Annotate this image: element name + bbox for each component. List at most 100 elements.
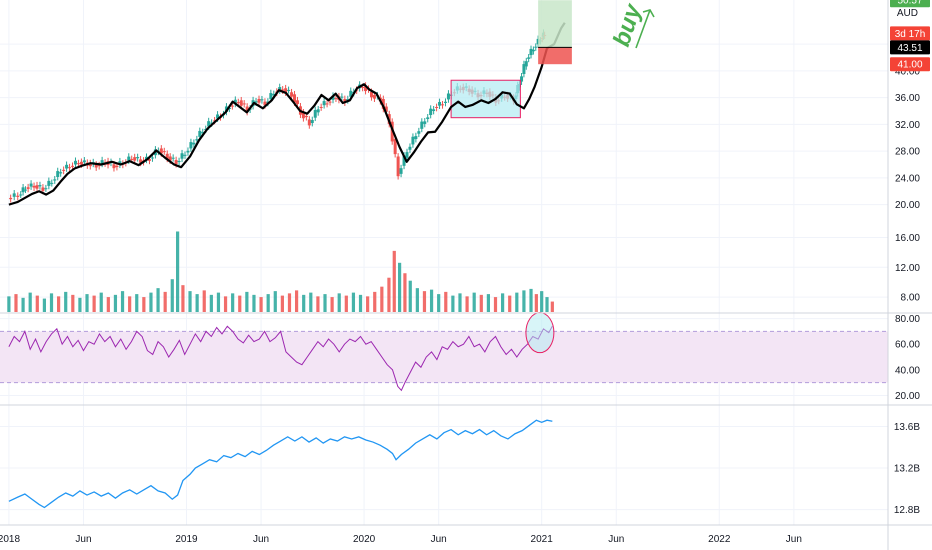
volume-bar[interactable] <box>287 293 292 312</box>
candle-body[interactable] <box>186 150 190 153</box>
volume-bar[interactable] <box>57 296 61 312</box>
rsi-pane[interactable] <box>0 312 888 392</box>
consolidation-box[interactable] <box>450 79 521 119</box>
candle-body[interactable] <box>100 160 104 164</box>
candle-body[interactable] <box>26 187 30 189</box>
volume-bar[interactable] <box>387 277 391 312</box>
candle-body[interactable] <box>429 108 433 116</box>
candle-body[interactable] <box>189 142 193 149</box>
volume-bar[interactable] <box>42 298 46 312</box>
candle-body[interactable] <box>147 159 151 161</box>
volume-bar[interactable] <box>142 297 146 312</box>
candle-body[interactable] <box>438 101 442 106</box>
candle-body[interactable] <box>520 76 524 82</box>
moving-average-line[interactable] <box>8 22 566 206</box>
candle-body[interactable] <box>21 187 25 193</box>
volume-bar[interactable] <box>120 291 125 312</box>
volume-bar[interactable] <box>486 294 490 312</box>
candle-body[interactable] <box>16 195 20 197</box>
candle-body[interactable] <box>522 64 526 75</box>
volume-bar[interactable] <box>176 231 180 312</box>
candle-body[interactable] <box>97 165 101 167</box>
volume-bar[interactable] <box>35 295 39 312</box>
volume-bar[interactable] <box>337 293 341 312</box>
volume-bar[interactable] <box>422 291 427 312</box>
volume-bar[interactable] <box>238 295 242 312</box>
volume-bar[interactable] <box>128 296 132 312</box>
volume-bar[interactable] <box>78 297 82 312</box>
candle-body[interactable] <box>372 94 376 99</box>
volume-bar[interactable] <box>223 296 228 312</box>
candle-body[interactable] <box>381 98 385 109</box>
candle-body[interactable] <box>269 93 273 100</box>
candle-body[interactable] <box>260 99 264 101</box>
candle-body[interactable] <box>29 183 33 187</box>
candle-body[interactable] <box>278 87 282 91</box>
volume-bar[interactable] <box>358 294 363 312</box>
candle-body[interactable] <box>310 120 314 124</box>
volume-bar[interactable] <box>380 286 384 312</box>
candle-body[interactable] <box>331 95 335 100</box>
candle-body[interactable] <box>73 160 77 165</box>
volume-bar[interactable] <box>49 293 54 312</box>
candle-body[interactable] <box>183 154 187 156</box>
volume-bar[interactable] <box>309 292 313 312</box>
candle-body[interactable] <box>361 86 365 88</box>
candle-body[interactable] <box>423 121 427 124</box>
volume-bar[interactable] <box>429 289 434 312</box>
candle-body[interactable] <box>79 161 83 165</box>
volume-bar[interactable] <box>540 291 544 312</box>
volume-bar[interactable] <box>149 292 153 312</box>
candle-body[interactable] <box>162 151 166 153</box>
volume-bar[interactable] <box>472 292 476 312</box>
candle-body[interactable] <box>263 101 267 106</box>
candle-body[interactable] <box>272 93 276 96</box>
volume-bar[interactable] <box>501 293 505 312</box>
candle-body[interactable] <box>527 57 531 59</box>
candle-body[interactable] <box>230 105 234 107</box>
candle-body[interactable] <box>133 157 137 161</box>
volume-bar[interactable] <box>135 294 139 312</box>
candle-body[interactable] <box>82 160 86 163</box>
price-pane[interactable]: buy <box>8 0 655 206</box>
candle-body[interactable] <box>414 136 418 140</box>
volume-bar[interactable] <box>163 291 167 312</box>
candle-body[interactable] <box>168 156 172 161</box>
volume-bar[interactable] <box>392 250 396 312</box>
volume-bar[interactable] <box>245 291 249 312</box>
candle-body[interactable] <box>322 101 326 106</box>
candle-body[interactable] <box>287 89 291 91</box>
volume-bar[interactable] <box>373 291 377 312</box>
candle-body[interactable] <box>408 146 412 150</box>
candle-body[interactable] <box>239 100 243 106</box>
candle-body[interactable] <box>266 101 270 103</box>
volume-bar[interactable] <box>316 296 320 312</box>
candle-body[interactable] <box>435 106 439 108</box>
candle-body[interactable] <box>94 164 98 168</box>
candle-body[interactable] <box>446 93 450 100</box>
candle-body[interactable] <box>349 90 353 97</box>
volume-bar[interactable] <box>437 294 441 312</box>
volume-bar[interactable] <box>252 294 256 312</box>
candle-body[interactable] <box>88 163 92 167</box>
candle-body[interactable] <box>68 167 72 169</box>
candle-body[interactable] <box>71 165 75 167</box>
target-zone[interactable] <box>538 0 572 48</box>
candle-body[interactable] <box>325 103 329 105</box>
candle-body[interactable] <box>281 89 285 91</box>
candle-body[interactable] <box>192 142 196 145</box>
candle-body[interactable] <box>145 156 149 160</box>
volume-pane[interactable] <box>7 231 554 312</box>
candle-body[interactable] <box>23 189 27 191</box>
candle-body[interactable] <box>76 163 80 165</box>
volume-bar[interactable] <box>273 291 277 312</box>
volume-bar[interactable] <box>64 291 68 312</box>
volume-bar[interactable] <box>344 295 348 312</box>
candle-body[interactable] <box>201 132 205 134</box>
volume-bar[interactable] <box>7 296 11 312</box>
candle-body[interactable] <box>242 103 246 105</box>
candle-body[interactable] <box>12 193 16 197</box>
volume-bar[interactable] <box>71 294 75 312</box>
volume-bar[interactable] <box>479 294 483 312</box>
